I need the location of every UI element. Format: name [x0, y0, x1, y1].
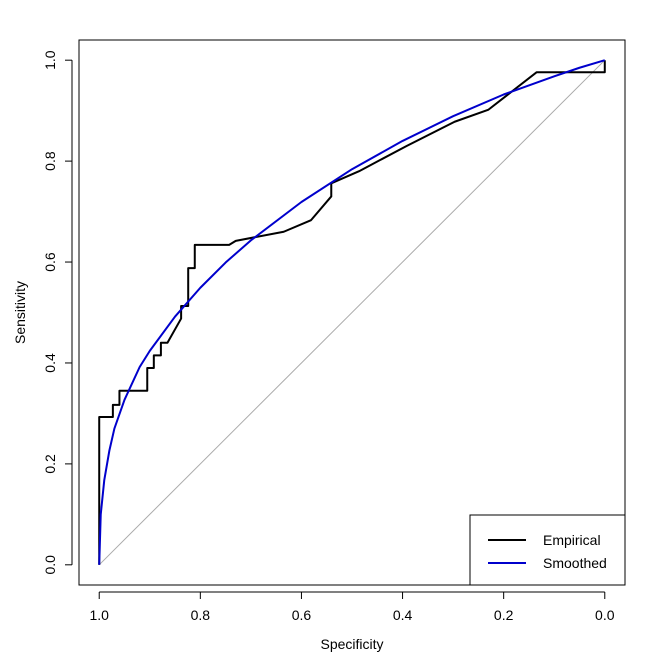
- x-tick-label: 0.6: [292, 607, 312, 623]
- x-tick-label: 0.4: [393, 607, 413, 623]
- x-tick-label: 1.0: [89, 607, 109, 623]
- y-tick-label: 0.4: [42, 353, 58, 373]
- series-line-smoothed: [98, 59, 606, 565]
- plot-frame: [78, 39, 626, 586]
- x-tick-label: 0.8: [191, 607, 211, 623]
- x-tick-label: 0.0: [595, 607, 615, 623]
- legend-label-empirical: Empirical: [543, 532, 601, 548]
- y-tick-label: 0.8: [42, 151, 58, 171]
- y-tick-label: 0.6: [42, 252, 58, 272]
- reference-diagonal-line: [98, 59, 606, 566]
- y-axis: 0.0 0.2 0.4 0.6 0.8 1.0: [42, 50, 73, 575]
- series-layer: [98, 59, 606, 565]
- legend-label-smoothed: Smoothed: [543, 555, 607, 571]
- legend-box: [469, 514, 626, 586]
- y-tick-label: 0.0: [42, 555, 58, 575]
- x-axis-label: Specificity: [320, 636, 383, 652]
- x-axis: 1.0 0.8 0.6 0.4 0.2 0.0: [89, 591, 615, 623]
- y-axis-label: Sensitivity: [12, 281, 28, 344]
- legend: Empirical Smoothed: [469, 514, 626, 586]
- reference-diagonal-layer: [98, 59, 606, 566]
- series-line-empirical: [98, 60, 606, 565]
- y-tick-label: 1.0: [42, 50, 58, 70]
- x-tick-label: 0.2: [494, 607, 514, 623]
- y-tick-label: 0.2: [42, 454, 58, 474]
